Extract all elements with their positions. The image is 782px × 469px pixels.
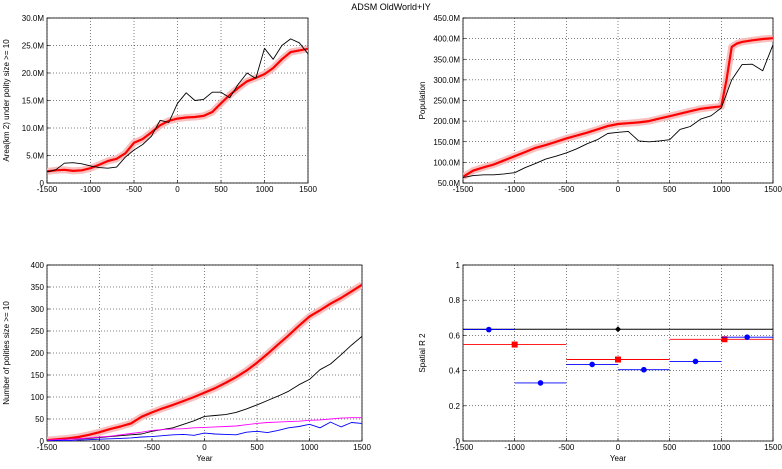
plot-area — [47, 281, 362, 441]
y-tick-label: 300 — [31, 305, 45, 314]
x-tick-label: 0 — [175, 185, 180, 194]
y-tick-label: 0 — [40, 179, 45, 188]
population-chart-panel: -1500 -1000 -500 0 500 1000 1500 50.0M 100.0M 150… — [418, 14, 782, 194]
x-tick-label: 0 — [202, 443, 207, 452]
y-tick-label: 100.0M — [433, 158, 460, 167]
x-tick-label: 1000 — [712, 185, 730, 194]
x-tick-label: 500 — [214, 185, 228, 194]
x-tick-label: -1000 — [504, 443, 525, 452]
plot-area — [463, 34, 773, 180]
x-tick-label: -500 — [144, 443, 161, 452]
y-tick-label: 250.0M — [433, 97, 460, 106]
y-tick-label: 250 — [31, 327, 45, 336]
x-tick-label: 1500 — [764, 443, 782, 452]
y-tick-label: 50.0M — [438, 179, 461, 188]
y-tick-label: 0.8 — [449, 296, 461, 305]
x-tick-label: -1500 — [37, 185, 58, 194]
x-tick-label: 500 — [250, 443, 264, 452]
x-tick-label: 500 — [663, 185, 677, 194]
x-tick-label: 0 — [616, 443, 621, 452]
x-axis-label: Year — [196, 454, 213, 463]
x-tick-label: -500 — [558, 185, 575, 194]
series-1-line — [47, 335, 362, 441]
y-tick-label: 400.0M — [433, 35, 460, 44]
x-tick-label: -1500 — [453, 185, 474, 194]
segment-8-point — [692, 358, 699, 365]
y-axis-label: Population — [418, 82, 427, 120]
plot-area — [463, 326, 773, 386]
segment-2-point — [615, 356, 621, 363]
x-tick-label: -500 — [126, 185, 143, 194]
plot-area — [47, 38, 308, 175]
x-tick-label: 1000 — [712, 443, 730, 452]
y-tick-label: 30.0M — [22, 14, 45, 23]
y-tick-label: 0 — [456, 437, 461, 446]
x-tick-label: -1500 — [37, 443, 58, 452]
y-tick-label: 350.0M — [433, 55, 460, 64]
y-tick-label: 10.0M — [22, 124, 45, 133]
y-axis-label: Spatial R 2 — [418, 333, 427, 373]
spatial-r2-chart-panel: -1500 -1000 -500 0 500 1000 1500 0 0.2 0.4 0.6 0.8 1… — [418, 261, 782, 463]
x-tick-label: -1500 — [453, 443, 474, 452]
y-tick-label: 50 — [35, 415, 44, 424]
y-axis-label: Area(km 2) under polity size >= 10 — [2, 39, 11, 162]
series-0-line — [47, 283, 362, 441]
segment-7-point — [641, 366, 647, 373]
segment-5-point — [537, 380, 544, 386]
segment-9-point — [744, 334, 750, 340]
y-tick-label: 20.0M — [22, 69, 45, 78]
polity-count-chart-panel: -1500 -1000 -500 0 500 1000 1500 0 50 100 150 200 25… — [2, 261, 371, 463]
y-tick-label: 150 — [31, 371, 45, 380]
x-tick-label: -500 — [558, 443, 575, 452]
y-tick-label: 400 — [31, 261, 45, 270]
series-0-line — [463, 37, 773, 178]
x-tick-label: 500 — [663, 443, 677, 452]
y-tick-label: 200.0M — [433, 117, 460, 126]
y-tick-label: 25.0M — [22, 42, 45, 51]
area-chart-panel: -1500 -1000 -500 0 500 1000 1500 0 5.0M 10.0M 15.0… — [2, 14, 317, 194]
y-axis-label: Number of polities size >= 10 — [2, 301, 11, 405]
y-tick-label: 300.0M — [433, 76, 460, 85]
segment-0-point — [615, 326, 621, 333]
series-0-line — [47, 47, 308, 173]
series-1-line — [463, 44, 773, 179]
y-tick-label: 0 — [40, 437, 45, 446]
x-tick-label: 1500 — [299, 185, 317, 194]
x-tick-label: 1000 — [256, 185, 274, 194]
y-tick-label: 0.4 — [449, 367, 461, 376]
figure-title: ADSM OldWorld+IY — [351, 2, 431, 12]
segment-1-point — [511, 341, 518, 348]
y-tick-label: 15.0M — [22, 97, 45, 106]
segment-6-point — [589, 361, 595, 368]
y-tick-label: 1 — [456, 261, 461, 270]
y-tick-label: 450.0M — [433, 14, 460, 23]
y-tick-label: 200 — [31, 349, 45, 358]
x-tick-label: 1500 — [764, 185, 782, 194]
x-tick-label: 0 — [616, 185, 621, 194]
x-tick-label: -1000 — [80, 185, 101, 194]
y-tick-label: 5.0M — [26, 152, 44, 161]
y-tick-label: 100 — [31, 393, 45, 402]
y-tick-label: 150.0M — [433, 138, 460, 147]
segment-4-point — [486, 326, 492, 333]
segment-3-point — [721, 336, 728, 343]
series-1-line — [47, 38, 308, 173]
x-tick-label: 1500 — [353, 443, 371, 452]
y-tick-label: 0.6 — [449, 331, 461, 340]
series-3-line — [47, 421, 362, 441]
y-tick-label: 0.2 — [449, 402, 461, 411]
x-tick-label: 1000 — [301, 443, 319, 452]
x-tick-label: -1000 — [89, 443, 110, 452]
y-tick-label: 350 — [31, 283, 45, 292]
x-tick-label: -1000 — [504, 185, 525, 194]
series-2-line — [47, 417, 362, 441]
x-axis-label: Year — [610, 454, 627, 463]
